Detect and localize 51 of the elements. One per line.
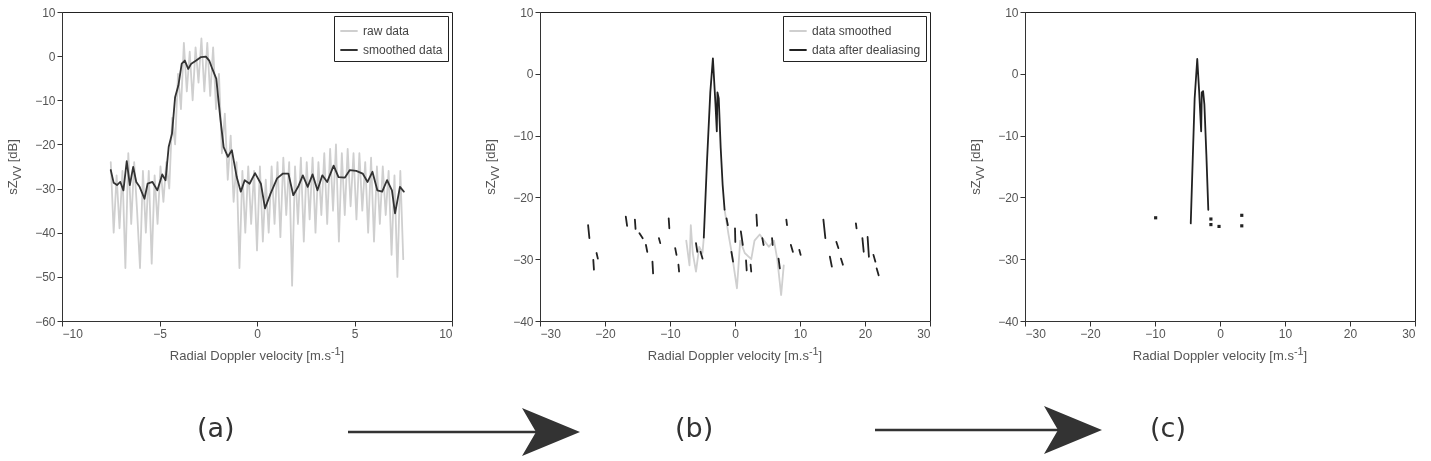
x-tick-label: 30: [917, 326, 931, 341]
y-tick-label: −20: [35, 137, 56, 152]
x-tick-label: −20: [1080, 326, 1101, 341]
y-tick-label: −10: [35, 93, 56, 108]
x-tick-label: 10: [439, 326, 453, 341]
y-tick-label: −40: [998, 314, 1019, 329]
legend-label: smoothed data: [363, 43, 443, 57]
y-tick-label: −30: [513, 252, 534, 267]
y-tick-label: 0: [526, 67, 534, 82]
y-tick-label: 0: [48, 49, 56, 64]
y-tick-label: −50: [35, 270, 56, 285]
legend-label: raw data: [363, 24, 410, 38]
y-tick-label: −60: [35, 314, 56, 329]
x-tick-label: 20: [1343, 326, 1358, 341]
text: (a): [197, 412, 235, 443]
x-tick-label: −10: [660, 326, 681, 341]
y-tick-label: −20: [513, 190, 534, 205]
text: (c): [1150, 412, 1186, 443]
x-tick-label: 10: [1278, 326, 1293, 341]
x-tick-label: −10: [1145, 326, 1166, 341]
text: (b): [675, 412, 714, 443]
x-tick-label: 5: [351, 326, 359, 341]
x-tick-label: 0: [1217, 326, 1225, 341]
x-tick-label: −30: [540, 326, 562, 341]
x-tick-label: 0: [732, 326, 740, 341]
x-tick-label: 20: [858, 326, 873, 341]
legend-label: data smoothed: [812, 24, 892, 38]
x-axis-title: Radial Doppler velocity [m.s$^{-1}$]: [169, 345, 345, 364]
x-tick-label: −10: [62, 326, 84, 341]
x-tick-label: −20: [595, 326, 616, 341]
line-series: [109, 55, 405, 215]
y-tick-label: 10: [42, 5, 56, 20]
x-tick-label: −5: [153, 326, 168, 341]
legend-label: data after dealiasing: [812, 43, 921, 57]
y-tick-label: −30: [35, 182, 56, 197]
y-tick-label: −20: [998, 190, 1019, 205]
x-axis-title: Radial Doppler velocity [m.s$^{-1}$]: [1132, 345, 1308, 364]
y-tick-label: −40: [35, 226, 56, 241]
line-series: [1189, 58, 1210, 225]
x-axis-title: Radial Doppler velocity [m.s$^{-1}$]: [647, 345, 823, 364]
x-tick-label: −30: [1025, 326, 1047, 341]
y-tick-label: 10: [520, 5, 534, 20]
y-tick-label: 0: [1011, 67, 1019, 82]
x-tick-label: 0: [254, 326, 262, 341]
x-tick-label: 10: [793, 326, 808, 341]
y-tick-label: −40: [513, 314, 534, 329]
y-tick-label: −30: [998, 252, 1019, 267]
y-tick-label: −10: [998, 129, 1019, 144]
x-tick-label: 30: [1402, 326, 1416, 341]
y-tick-label: 10: [1005, 5, 1019, 20]
y-tick-label: −10: [513, 129, 534, 144]
